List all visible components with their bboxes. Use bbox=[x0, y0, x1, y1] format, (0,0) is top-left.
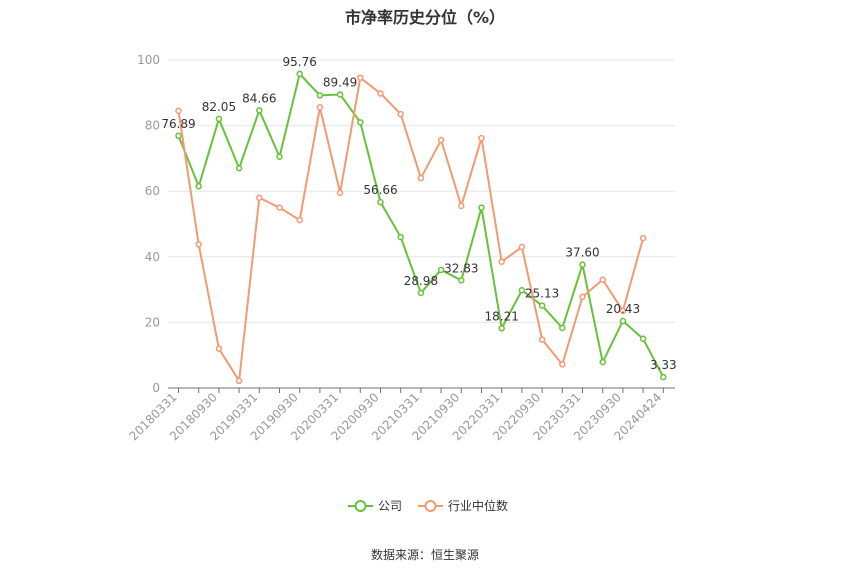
data-label: 32.83 bbox=[444, 261, 478, 275]
data-point bbox=[175, 107, 182, 115]
data-label: 20.43 bbox=[606, 302, 640, 316]
data-point bbox=[377, 198, 384, 206]
data-point bbox=[397, 110, 404, 118]
data-labels: 76.89 82.05 84.66 95.76 89.49 56.66 28.98 32.83… bbox=[161, 55, 676, 372]
x-axis-ticks: 2018033120180930201903312019093020200331… bbox=[127, 388, 664, 443]
data-point bbox=[639, 335, 647, 343]
legend-label: 行业中位数 bbox=[448, 498, 508, 513]
data-label: 37.60 bbox=[565, 246, 599, 260]
data-point bbox=[599, 276, 606, 284]
data-point bbox=[518, 243, 526, 251]
data-point bbox=[235, 377, 243, 385]
data-point bbox=[478, 134, 485, 142]
chart-title: 市净率历史分位（%） bbox=[344, 8, 506, 27]
data-point bbox=[316, 92, 324, 99]
legend-marker bbox=[354, 500, 367, 512]
series-line bbox=[177, 76, 645, 382]
data-point bbox=[397, 233, 404, 241]
data-point bbox=[518, 287, 526, 294]
data-point bbox=[256, 194, 263, 202]
data-label: 3.33 bbox=[650, 358, 677, 372]
data-point bbox=[559, 324, 566, 332]
data-point bbox=[357, 119, 364, 126]
data-label: 82.05 bbox=[202, 100, 236, 114]
series-line bbox=[177, 72, 665, 378]
data-point bbox=[458, 277, 465, 284]
y-tick-label: 80 bbox=[145, 119, 160, 133]
y-tick-label: 40 bbox=[145, 250, 160, 264]
data-point bbox=[498, 258, 505, 265]
series-layer bbox=[175, 70, 667, 385]
data-point bbox=[215, 345, 223, 352]
data-label: 28.98 bbox=[404, 274, 438, 288]
data-point bbox=[296, 216, 303, 224]
data-point bbox=[215, 115, 223, 123]
data-point bbox=[175, 132, 182, 140]
data-point bbox=[276, 153, 283, 161]
data-point bbox=[538, 302, 546, 309]
data-point bbox=[559, 361, 566, 368]
legend-label: 公司 bbox=[378, 499, 402, 513]
data-point bbox=[579, 293, 586, 301]
legend[interactable]: 公司 行业中位数 bbox=[348, 498, 508, 513]
data-point bbox=[660, 373, 667, 381]
data-label: 84.66 bbox=[242, 91, 276, 105]
data-point bbox=[639, 234, 647, 242]
y-tick-label: 0 bbox=[152, 381, 160, 395]
data-point bbox=[619, 307, 627, 315]
data-point bbox=[235, 164, 243, 172]
data-point bbox=[498, 325, 505, 332]
data-point bbox=[195, 183, 202, 190]
data-label: 18.21 bbox=[485, 309, 519, 323]
y-tick-label: 100 bbox=[137, 53, 160, 67]
data-point bbox=[336, 91, 344, 98]
data-point bbox=[296, 70, 303, 78]
data-point bbox=[417, 289, 425, 297]
data-point bbox=[437, 266, 445, 274]
legend-item[interactable]: 公司 bbox=[348, 499, 402, 513]
legend-marker bbox=[424, 500, 437, 512]
data-point bbox=[417, 174, 425, 182]
data-point bbox=[377, 90, 384, 97]
data-point bbox=[195, 241, 202, 248]
data-point bbox=[579, 261, 586, 268]
y-tick-label: 60 bbox=[145, 184, 160, 198]
legend-item[interactable]: 行业中位数 bbox=[418, 498, 508, 513]
data-point bbox=[538, 336, 546, 343]
data-point bbox=[336, 189, 344, 197]
data-label: 89.49 bbox=[323, 75, 357, 89]
data-label: 95.76 bbox=[283, 55, 317, 69]
data-point bbox=[599, 358, 606, 366]
data-point bbox=[256, 107, 263, 114]
grid-lines bbox=[168, 59, 675, 323]
data-point bbox=[458, 202, 465, 210]
data-point bbox=[276, 204, 283, 211]
data-point bbox=[437, 136, 445, 144]
data-source-note: 数据来源：恒生聚源 bbox=[370, 548, 479, 562]
y-tick-label: 20 bbox=[145, 315, 160, 329]
data-point bbox=[619, 317, 627, 325]
data-label: 76.89 bbox=[161, 117, 195, 131]
data-point bbox=[357, 74, 364, 81]
y-axis-ticks: 0 20 40 60 80 100 bbox=[137, 53, 160, 395]
data-point bbox=[316, 103, 324, 111]
data-label: 25.13 bbox=[525, 287, 559, 301]
data-point bbox=[478, 204, 485, 211]
data-label: 56.66 bbox=[363, 183, 397, 197]
